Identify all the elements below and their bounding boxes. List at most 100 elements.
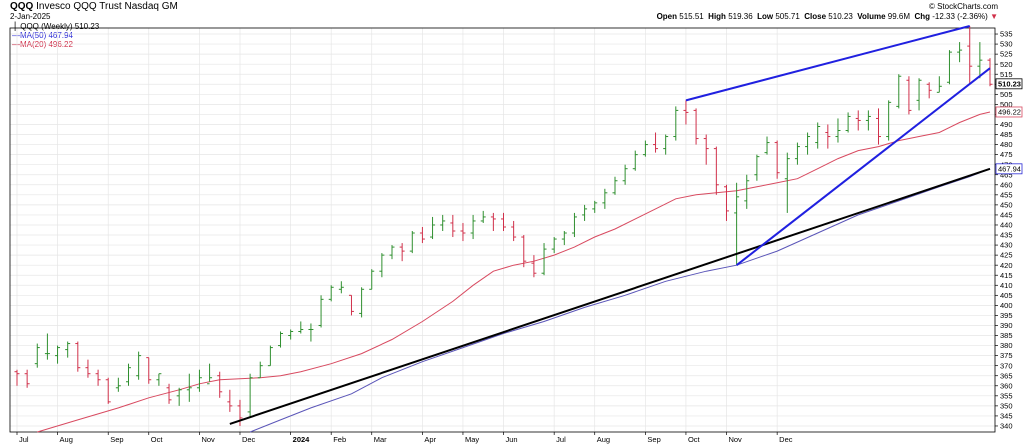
ohlc-bar bbox=[592, 200, 598, 213]
ohlc-bar bbox=[926, 82, 932, 99]
y-tick-label: 455 bbox=[1000, 190, 1013, 199]
y-tick-label: 395 bbox=[1000, 311, 1013, 320]
y-tick-label: 500 bbox=[1000, 100, 1013, 109]
ohlc-bar bbox=[65, 341, 71, 358]
high-value: 519.36 bbox=[728, 12, 753, 21]
x-tick-label: Jul bbox=[19, 435, 29, 444]
ohlc-bar bbox=[278, 331, 284, 348]
x-tick-label: Dec bbox=[779, 435, 793, 444]
ohlc-bar bbox=[571, 212, 577, 238]
chg-label: Chg bbox=[914, 12, 931, 21]
price-label-ma20: 496.22 bbox=[995, 106, 1023, 118]
ohlc-bar bbox=[237, 399, 243, 426]
y-tick-label: 430 bbox=[1000, 241, 1013, 250]
price-label-box bbox=[995, 106, 1023, 118]
ohlc-bar bbox=[541, 243, 547, 276]
y-tick-label: 420 bbox=[1000, 261, 1013, 270]
x-tick-label: Aug bbox=[597, 435, 610, 444]
ohlc-bar bbox=[754, 154, 760, 181]
ohlc-bar bbox=[115, 377, 121, 392]
ohlc-bar bbox=[774, 140, 780, 179]
line-swatch-icon: — bbox=[12, 31, 20, 40]
y-tick-label: 400 bbox=[1000, 301, 1013, 310]
y-tick-label: 485 bbox=[1000, 130, 1013, 139]
ohlc-bar bbox=[75, 341, 81, 372]
price-label-price: 510.23 bbox=[995, 78, 1023, 90]
close-label: Close bbox=[804, 12, 827, 21]
y-tick-label: 460 bbox=[1000, 180, 1013, 189]
trendline-blue bbox=[685, 25, 970, 102]
x-tick-label: Jun bbox=[506, 435, 518, 444]
ohlc-bar bbox=[642, 140, 648, 157]
chart-grid bbox=[10, 28, 995, 432]
y-tick-label: 390 bbox=[1000, 321, 1013, 330]
ohlc-bar bbox=[298, 321, 304, 334]
y-tick-label: 370 bbox=[1000, 361, 1013, 370]
ohlc-bar bbox=[288, 329, 294, 340]
ohlc-bar bbox=[176, 387, 182, 406]
ohlc-bar bbox=[693, 108, 699, 145]
y-tick-label: 520 bbox=[1000, 60, 1013, 69]
y-tick-label: 515 bbox=[1000, 70, 1013, 79]
y-tick-label: 410 bbox=[1000, 281, 1013, 290]
x-tick-label: Sep bbox=[110, 435, 123, 444]
ohlc-bar bbox=[379, 253, 385, 278]
legend-ma50: —MA(50) 467.94 bbox=[12, 31, 73, 40]
ohlc-bar bbox=[977, 42, 983, 79]
x-tick-label: Jul bbox=[556, 435, 566, 444]
legend-ma50-text: MA(50) 467.94 bbox=[20, 31, 73, 40]
chg-value: -12.33 (-2.36%) bbox=[932, 12, 988, 21]
x-tick-label: Mar bbox=[374, 435, 387, 444]
ohlc-bar bbox=[450, 214, 456, 238]
ohlc-bar bbox=[460, 222, 466, 242]
open-label: Open bbox=[656, 12, 678, 21]
ohlc-bar bbox=[764, 136, 770, 155]
y-tick-label: 440 bbox=[1000, 221, 1013, 230]
y-tick-label: 425 bbox=[1000, 251, 1013, 260]
ohlc-bar bbox=[186, 373, 192, 402]
ohlc-bar bbox=[166, 383, 172, 404]
ohlc-bar bbox=[551, 237, 557, 254]
ohlc-bar bbox=[744, 174, 750, 209]
x-tick-label: Apr bbox=[424, 435, 436, 444]
y-tick-label: 525 bbox=[1000, 50, 1013, 59]
ohlc-bar bbox=[673, 106, 679, 141]
x-tick-label: Aug bbox=[60, 435, 73, 444]
low-value: 505.71 bbox=[775, 12, 800, 21]
ohlc-readout: Open 515.51 High 519.36 Low 505.71 Close… bbox=[657, 12, 998, 22]
ticker-symbol: QQQ bbox=[10, 1, 34, 12]
y-tick-label: 415 bbox=[1000, 271, 1013, 280]
y-tick-label: 490 bbox=[1000, 120, 1013, 129]
price-label-box bbox=[995, 163, 1023, 175]
ohlc-bar bbox=[946, 50, 952, 85]
y-tick-label: 345 bbox=[1000, 412, 1013, 421]
volume-value: 99.6M bbox=[887, 12, 910, 21]
chart-date: 2-Jan-2025 bbox=[10, 12, 51, 21]
y-tick-label: 530 bbox=[1000, 40, 1013, 49]
volume-label: Volume bbox=[857, 12, 886, 21]
ohlc-bar bbox=[561, 231, 567, 246]
ohlc-bar bbox=[835, 118, 841, 143]
price-label-text: 510.23 bbox=[998, 80, 1021, 89]
ohlc-bar bbox=[521, 235, 527, 268]
price-label-box bbox=[995, 78, 1023, 90]
ohlc-bar bbox=[531, 255, 537, 278]
x-tick-label: May bbox=[465, 435, 479, 444]
x-tick-label: Oct bbox=[688, 435, 701, 444]
ohlc-bar bbox=[805, 132, 811, 155]
price-label-text: 496.22 bbox=[998, 108, 1021, 117]
legend-ma20-text: MA(20) 496.22 bbox=[20, 40, 73, 49]
security-name: Invesco QQQ Trust Nasdaq GM bbox=[36, 1, 178, 12]
ohlc-bar bbox=[582, 204, 588, 221]
chart-title: QQQ Invesco QQQ Trust Nasdaq GM bbox=[10, 2, 178, 12]
ohlc-bar bbox=[723, 184, 729, 221]
high-label: High bbox=[708, 12, 726, 21]
ohlc-bar bbox=[987, 58, 993, 87]
ohlc-bar bbox=[146, 357, 152, 384]
y-tick-label: 445 bbox=[1000, 211, 1013, 220]
ohlc-bar bbox=[308, 323, 314, 342]
ohlc-bar bbox=[713, 146, 719, 195]
ohlc-bar bbox=[409, 231, 415, 254]
y-tick-label: 465 bbox=[1000, 170, 1013, 179]
